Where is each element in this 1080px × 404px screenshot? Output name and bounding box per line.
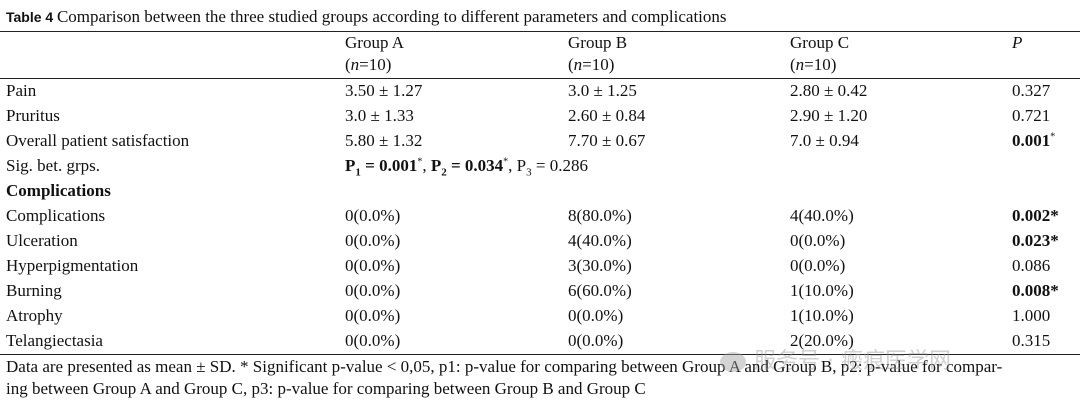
footnote-line-1: Data are presented as mean ± SD. * Signi…	[6, 357, 1003, 376]
cell-group-c: 4(40.0%)	[790, 206, 854, 225]
cell-group-a: 0(0.0%)	[345, 331, 401, 350]
cell-p: 0.002*	[1012, 206, 1059, 225]
top-rule	[0, 31, 1080, 32]
cell-group-b: 7.70 ± 0.67	[568, 131, 646, 150]
header-group-b: Group B	[568, 33, 628, 52]
sig-label: Sig. bet. grps.	[6, 156, 100, 175]
table-row: Pain 3.50 ± 1.27 3.0 ± 1.25 2.80 ± 0.42 …	[0, 81, 1080, 106]
cell-p: 0.721	[1012, 106, 1051, 125]
table-row: Overall patient satisfaction 5.80 ± 1.32…	[0, 131, 1080, 156]
cell-group-b: 6(60.0%)	[568, 281, 632, 300]
table-row: Pruritus 3.0 ± 1.33 2.60 ± 0.84 2.90 ± 1…	[0, 106, 1080, 131]
header-group-b-n: (n=10)	[568, 55, 615, 74]
cell-group-c: 2.80 ± 0.42	[790, 81, 868, 100]
cell-p: 0.086	[1012, 256, 1051, 275]
table-caption: Table 4 Comparison between the three stu…	[6, 7, 727, 27]
cell-group-b: 3(30.0%)	[568, 256, 632, 275]
bottom-rule	[0, 354, 1080, 355]
header-p: P	[1012, 33, 1023, 52]
table-row: Complications 0(0.0%) 8(80.0%) 4(40.0%) …	[0, 206, 1080, 231]
cell-group-a: 3.50 ± 1.27	[345, 81, 423, 100]
cell-group-c: 1(10.0%)	[790, 281, 854, 300]
cell-group-c: 0(0.0%)	[790, 256, 846, 275]
table-row: Hyperpigmentation 0(0.0%) 3(30.0%) 0(0.0…	[0, 256, 1080, 281]
cell-p: 0.008*	[1012, 281, 1059, 300]
header-group-c: Group C	[790, 33, 850, 52]
table-row: Ulceration 0(0.0%) 4(40.0%) 0(0.0%) 0.02…	[0, 231, 1080, 256]
row-label: Pain	[6, 81, 37, 100]
section-heading-row: Complications	[0, 181, 1080, 206]
cell-p: 1.000	[1012, 306, 1051, 325]
cell-group-a: 0(0.0%)	[345, 231, 401, 250]
header-rule	[0, 78, 1080, 79]
header-group-c-n: (n=10)	[790, 55, 837, 74]
table-number: Table 4	[6, 9, 54, 25]
table-title: Comparison between the three studied gro…	[56, 7, 727, 26]
cell-p: 0.315	[1012, 331, 1051, 350]
row-label: Burning	[6, 281, 62, 300]
cell-group-a: 0(0.0%)	[345, 306, 401, 325]
cell-group-c: 2(20.0%)	[790, 331, 854, 350]
table-row: Burning 0(0.0%) 6(60.0%) 1(10.0%) 0.008*	[0, 281, 1080, 306]
significance-mark: *	[1050, 131, 1056, 143]
footnote-line-2: ing between Group A and Group C, p3: p-v…	[6, 379, 646, 398]
cell-group-c: 1(10.0%)	[790, 306, 854, 325]
cell-group-c: 7.0 ± 0.94	[790, 131, 859, 150]
cell-group-c: 2.90 ± 1.20	[790, 106, 868, 125]
header-group-a: Group A	[345, 33, 405, 52]
cell-group-b: 3.0 ± 1.25	[568, 81, 637, 100]
cell-group-b: 0(0.0%)	[568, 331, 624, 350]
table-row: Atrophy 0(0.0%) 0(0.0%) 1(10.0%) 1.000	[0, 306, 1080, 331]
row-label: Pruritus	[6, 106, 60, 125]
row-label: Ulceration	[6, 231, 78, 250]
sig-row: Sig. bet. grps. P1 = 0.001*, P2 = 0.034*…	[0, 156, 1080, 181]
header-row: Group A Group B Group C P	[0, 33, 1080, 58]
cell-group-b: 4(40.0%)	[568, 231, 632, 250]
header-n-row: (n=10) (n=10) (n=10)	[0, 55, 1080, 80]
row-label: Telangiectasia	[6, 331, 103, 350]
row-label: Complications	[6, 206, 106, 225]
cell-group-a: 3.0 ± 1.33	[345, 106, 414, 125]
cell-group-a: 0(0.0%)	[345, 206, 401, 225]
cell-group-c: 0(0.0%)	[790, 231, 846, 250]
complications-heading: Complications	[6, 181, 111, 200]
cell-group-a: 0(0.0%)	[345, 281, 401, 300]
cell-group-b: 2.60 ± 0.84	[568, 106, 646, 125]
cell-group-a: 5.80 ± 1.32	[345, 131, 423, 150]
row-label: Hyperpigmentation	[6, 256, 139, 275]
cell-p: 0.327	[1012, 81, 1051, 100]
cell-group-a: 0(0.0%)	[345, 256, 401, 275]
cell-p: 0.001*	[1012, 131, 1056, 150]
sig-values: P1 = 0.001*, P2 = 0.034*, P3 = 0.286	[345, 156, 588, 179]
cell-p: 0.023*	[1012, 231, 1059, 250]
cell-group-b: 8(80.0%)	[568, 206, 632, 225]
cell-group-b: 0(0.0%)	[568, 306, 624, 325]
header-group-a-n: (n=10)	[345, 55, 392, 74]
table-row: Telangiectasia 0(0.0%) 0(0.0%) 2(20.0%) …	[0, 331, 1080, 356]
row-label: Overall patient satisfaction	[6, 131, 190, 150]
row-label: Atrophy	[6, 306, 63, 325]
